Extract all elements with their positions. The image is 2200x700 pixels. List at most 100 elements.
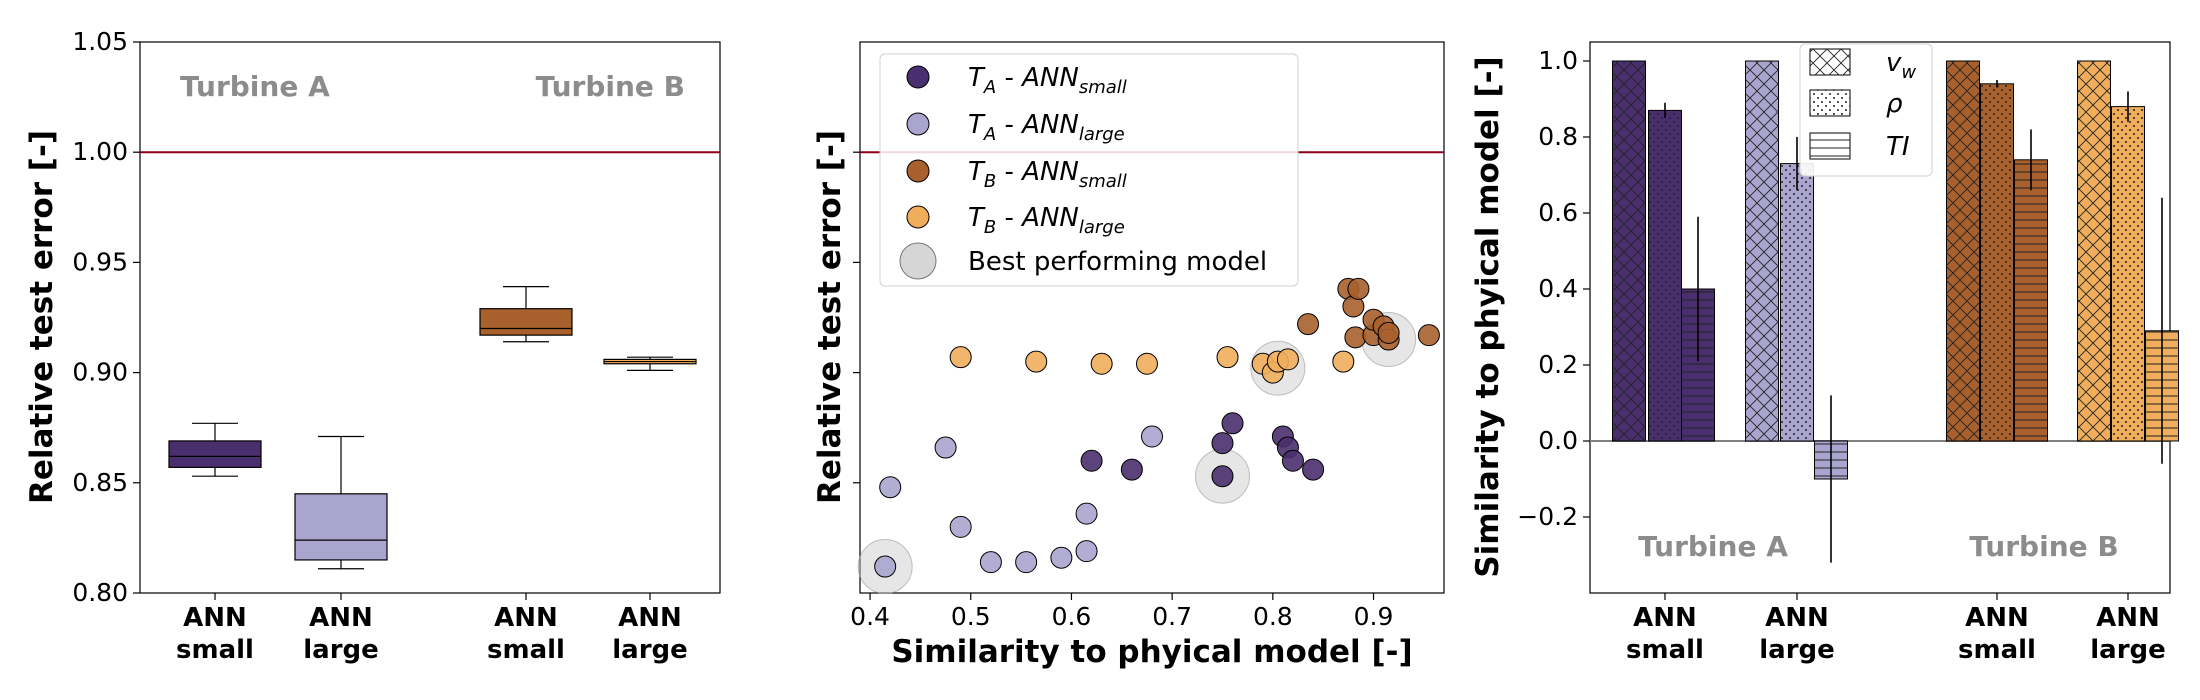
x-tick-label-line2: small <box>487 635 565 665</box>
legend-subscript: B <box>984 217 996 238</box>
group-label-turbine-b: Turbine B <box>1969 530 2118 563</box>
x-tick-label-line1: ANN <box>309 603 373 633</box>
legend-label: Best performing model <box>968 247 1267 277</box>
y-tick-label: 1.05 <box>72 27 128 56</box>
legend-label: TA - ANNlarge <box>968 110 1125 145</box>
legend-symbol: v <box>1886 48 1902 78</box>
data-point <box>1211 432 1234 455</box>
legend-model: ANN <box>1020 110 1079 140</box>
x-tick-label: 0.7 <box>1152 602 1192 631</box>
x-tick-label: ANN small <box>487 603 565 665</box>
legend-label: TB - ANNlarge <box>968 203 1125 238</box>
bar-hatch <box>1745 61 1779 441</box>
x-tick-label: ANN large <box>2090 603 2166 665</box>
x-tick-label-line1: ANN <box>1965 603 2029 633</box>
group-label-turbine-a: Turbine A <box>180 70 330 103</box>
group-label-turbine-b: Turbine B <box>536 70 685 103</box>
data-point <box>1347 277 1370 300</box>
x-tick-label-line1: ANN <box>494 603 558 633</box>
legend-symbol: T <box>968 157 986 187</box>
y-axis-label: Similarity to phyical model [-] <box>1470 56 1506 577</box>
data-point <box>1135 352 1158 375</box>
y-axis-label: Relative test error [-] <box>812 130 848 504</box>
x-tick-label-line1: ANN <box>1765 603 1829 633</box>
y-tick-label: 0.90 <box>72 358 128 387</box>
legend-marker <box>906 205 930 229</box>
x-tick-label: 0.6 <box>1052 602 1092 631</box>
x-tick-label: 0.8 <box>1253 602 1293 631</box>
data-point <box>1216 346 1239 369</box>
x-tick-label-line2: large <box>2090 635 2166 665</box>
y-tick-label: 0.0 <box>1538 426 1578 455</box>
data-point <box>1276 348 1299 371</box>
data-point <box>1297 313 1320 336</box>
y-tick-label: −0.2 <box>1517 502 1578 531</box>
data-point <box>1025 350 1048 373</box>
data-point <box>1080 449 1103 472</box>
data-point <box>1302 458 1325 481</box>
x-tick-label: ANN large <box>1759 603 1835 665</box>
data-point <box>1377 321 1400 344</box>
x-tick-label: ANN small <box>1626 603 1704 665</box>
box <box>168 440 262 468</box>
legend-label: TB - ANNsmall <box>968 157 1127 192</box>
y-axis-label: Relative test error [-] <box>24 130 60 504</box>
data-point <box>979 551 1002 574</box>
legend-separator: - <box>996 203 1022 233</box>
legend-symbol: T <box>968 203 986 233</box>
bar-hatch <box>2014 159 2048 442</box>
bar-hatch <box>2077 61 2111 441</box>
legend-marker <box>906 65 930 89</box>
legend-frame <box>879 53 1299 287</box>
box-plot-area <box>139 41 721 594</box>
legend-model-subscript: large <box>1079 124 1125 145</box>
y-tick-label: 1.0 <box>1538 46 1578 75</box>
data-point <box>879 476 902 499</box>
x-tick-label-line2: large <box>303 635 379 665</box>
legend-model: ANN <box>1020 63 1079 93</box>
legend-subscript: A <box>983 124 996 145</box>
x-axis-label: Similarity to phyical model [-] <box>891 634 1412 670</box>
legend-label: TI <box>1886 132 1910 162</box>
data-point <box>1075 502 1098 525</box>
data-point <box>1417 324 1440 347</box>
legend-separator: - <box>996 110 1022 140</box>
x-tick-label-line2: small <box>1626 635 1704 665</box>
legend-model-subscript: large <box>1079 217 1125 238</box>
legend-label: ρ <box>1886 89 1903 119</box>
data-point <box>1050 546 1073 569</box>
legend-subscript: B <box>984 171 996 192</box>
data-point <box>1281 449 1304 472</box>
data-point <box>1211 465 1234 488</box>
legend-subscript: w <box>1901 62 1916 83</box>
legend-subscript: A <box>983 77 996 98</box>
boxplot-panel: 0.80 0.85 0.90 0.95 1.00 1.05 Turbine A Turbine… <box>24 27 721 665</box>
x-tick-label-line2: small <box>176 635 254 665</box>
bar-hatch <box>1980 83 2014 442</box>
x-tick-label-line2: large <box>612 635 688 665</box>
x-tick-label-line1: ANN <box>183 603 247 633</box>
box <box>479 308 573 336</box>
data-point <box>1015 551 1038 574</box>
data-point <box>1221 412 1244 435</box>
box <box>294 493 388 561</box>
legend-swatch-hatch <box>1810 49 1850 75</box>
data-point <box>934 436 957 459</box>
data-point <box>1120 458 1143 481</box>
legend-marker <box>906 159 930 183</box>
x-tick-label: 0.9 <box>1354 602 1394 631</box>
data-point <box>874 555 897 578</box>
bar-hatch <box>2111 106 2145 441</box>
legend-model: ANN <box>1020 157 1079 187</box>
legend: vwρ TI <box>1799 43 1933 177</box>
legend-swatch-hatch <box>1810 133 1850 159</box>
legend-label: TA - ANNsmall <box>968 63 1127 98</box>
legend-marker <box>906 112 930 136</box>
legend-symbol: T <box>968 63 986 93</box>
legend-model-subscript: small <box>1079 171 1127 192</box>
data-point <box>1090 352 1113 375</box>
legend-symbol: TI <box>1886 132 1910 162</box>
